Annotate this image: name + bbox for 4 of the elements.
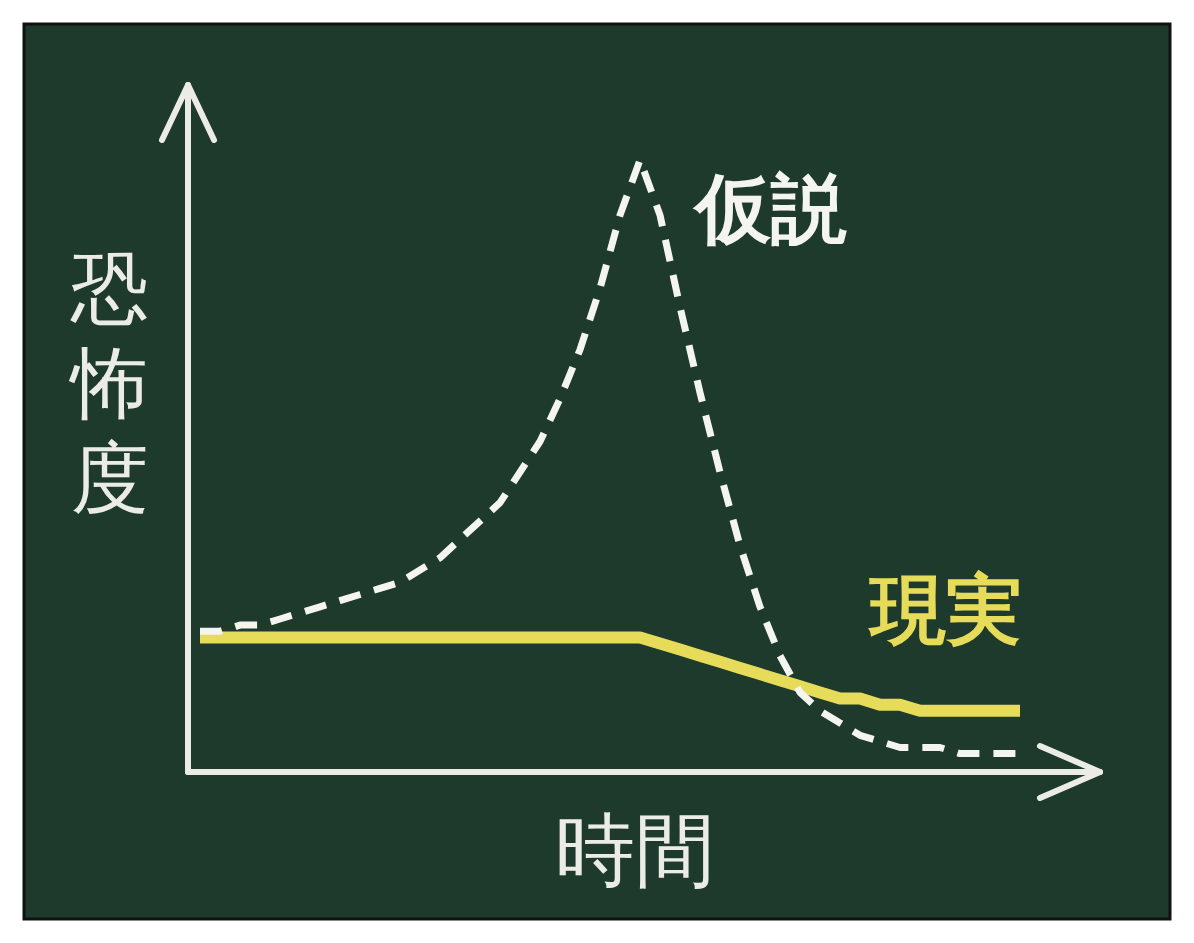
series-label: 仮説 [692,164,847,253]
x-axis-title: 時間 [555,804,715,897]
y-axis-title: 恐怖度 [68,243,149,523]
series-label: 現実 [867,564,1022,654]
